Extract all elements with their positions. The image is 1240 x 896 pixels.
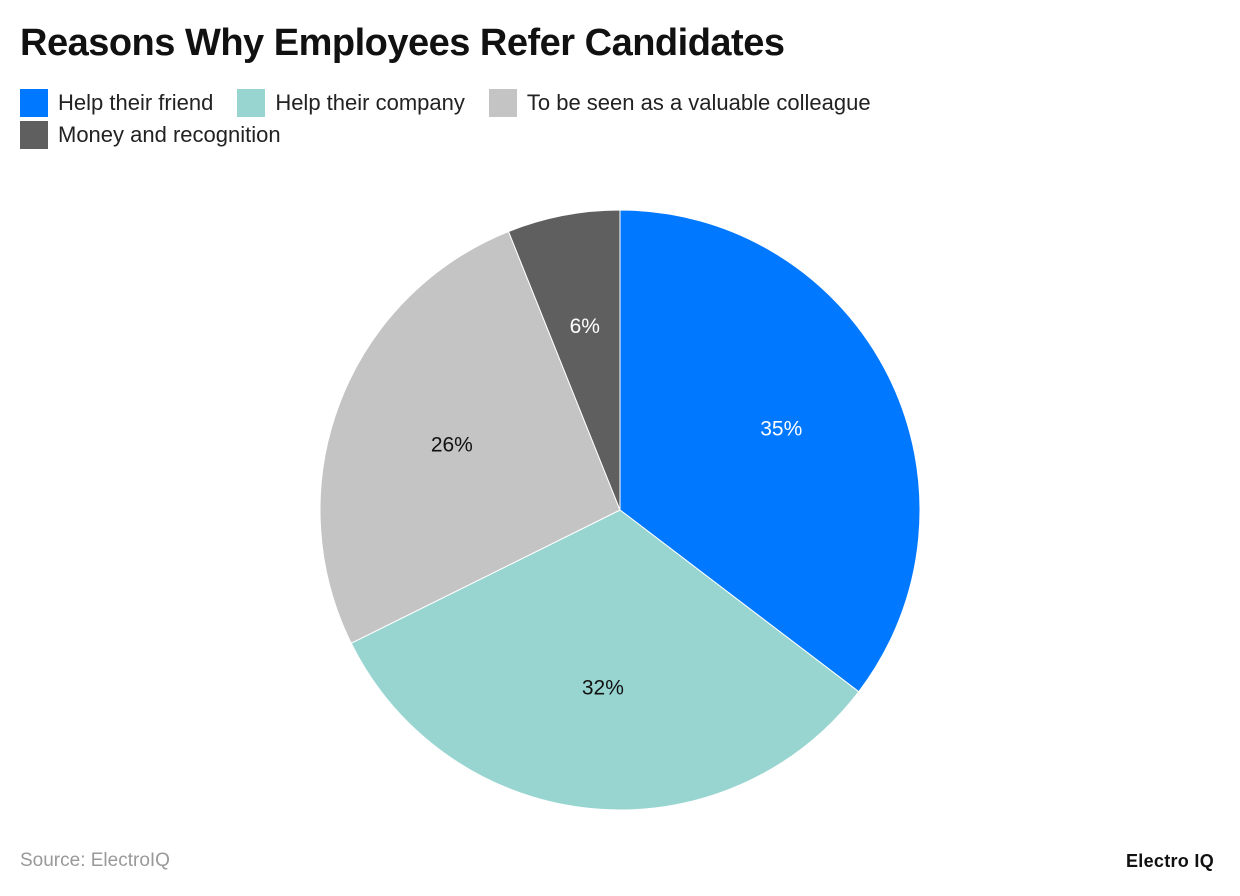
legend-swatch	[20, 89, 48, 117]
legend-item-valuable-colleague: To be seen as a valuable colleague	[488, 89, 871, 117]
legend-label: Money and recognition	[58, 122, 281, 147]
source-text: Source: ElectroIQ	[20, 850, 170, 871]
slice-data-label: 35%	[760, 418, 802, 441]
legend-label: Help their friend	[58, 90, 214, 115]
legend-swatch	[237, 89, 266, 117]
chart-title: Reasons Why Employees Refer Candidates	[20, 22, 785, 64]
electroiq-logo: Electro IQ	[1125, 851, 1214, 871]
pie-slice-2	[319, 230, 621, 644]
slice-data-label: 26%	[431, 433, 473, 456]
pie-slice-3	[507, 209, 621, 511]
legend-item-help-friend: Help their friend	[20, 89, 213, 117]
pie-slice-1	[350, 509, 860, 811]
slice-data-label: 6%	[570, 315, 600, 338]
pie-slice-0	[619, 209, 921, 693]
legend-label: Help their company	[275, 90, 465, 115]
legend-label: To be seen as a valuable colleague	[526, 90, 871, 115]
legend: Help their friend Help their company To …	[20, 89, 980, 149]
legend-item-money-recognition: Money and recognition	[20, 121, 281, 149]
slice-data-label: 32%	[582, 677, 624, 700]
legend-item-help-company: Help their company	[237, 89, 465, 117]
legend-swatch	[20, 121, 48, 149]
legend-swatch	[488, 89, 517, 117]
